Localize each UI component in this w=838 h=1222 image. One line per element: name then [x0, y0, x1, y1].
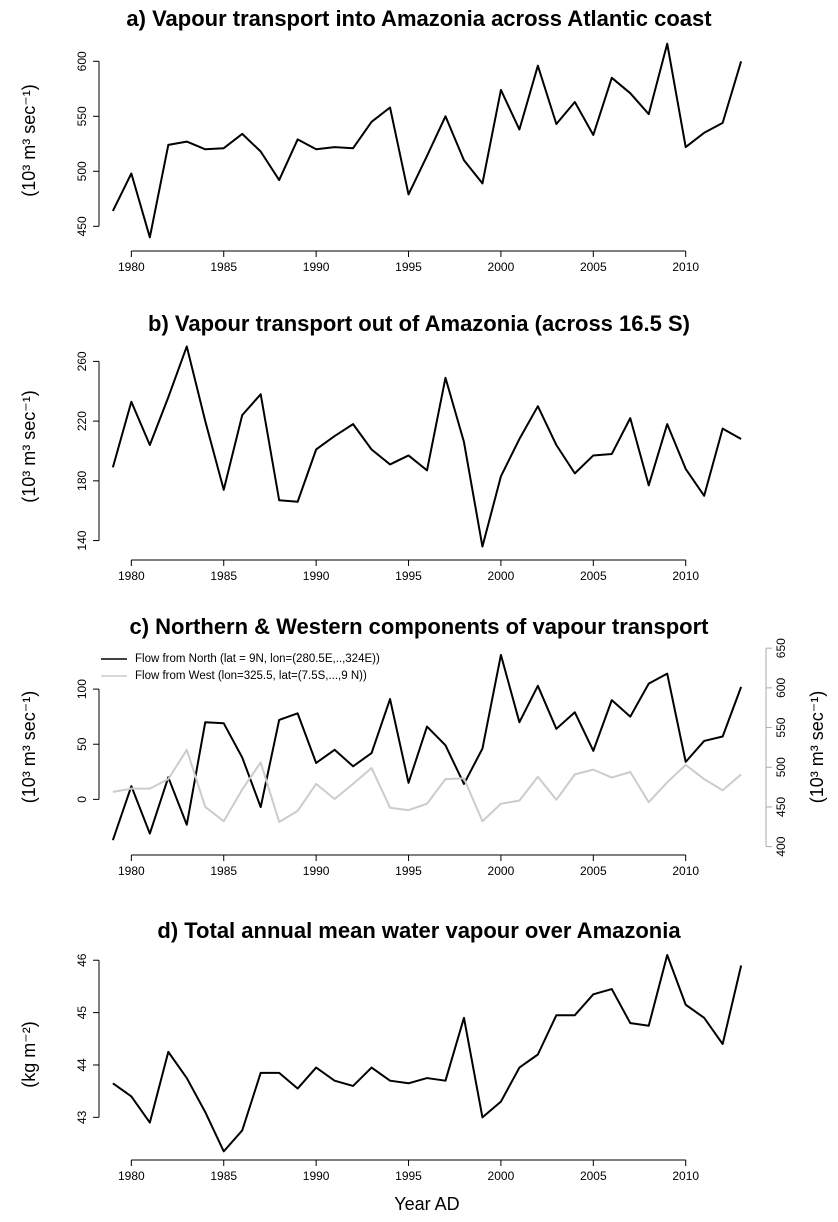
x-tick-label: 1990: [303, 864, 330, 878]
x-tick-label: 1985: [210, 1169, 237, 1183]
y-tick-label: 100: [75, 679, 89, 699]
chart-title: c) Northern & Western components of vapo…: [130, 614, 710, 639]
x-tick-label: 1985: [210, 864, 237, 878]
x-tick-label: 2000: [488, 864, 515, 878]
x-tick-label: 2000: [488, 1169, 515, 1183]
x-tick-label: 2010: [672, 260, 699, 274]
y-axis-label: (10³ m³ sec⁻¹): [19, 390, 39, 503]
y-tick-label: 180: [75, 471, 89, 491]
y-tick-label: 45: [75, 1006, 89, 1020]
y2-tick-label: 550: [774, 717, 788, 737]
data-line: [111, 42, 743, 239]
data-line: [112, 954, 743, 1153]
y-tick-label: 50: [75, 737, 89, 751]
x-tick-label: 2005: [580, 1169, 607, 1183]
y2-tick-label: 600: [774, 678, 788, 698]
y-axis-label: (kg m⁻²): [19, 1021, 39, 1088]
x-tick-label: 2005: [580, 260, 607, 274]
x-tick-label: 1995: [395, 1169, 422, 1183]
y-tick-label: 0: [75, 796, 89, 803]
x-tick-label: 2000: [488, 260, 515, 274]
y-tick-label: 43: [75, 1110, 89, 1124]
y2-tick-label: 450: [774, 797, 788, 817]
y2-axis-label: (10³ m³ sec⁻¹): [807, 691, 827, 804]
x-tick-label: 2000: [488, 569, 515, 583]
x-axis-label: Year AD: [394, 1194, 459, 1214]
x-tick-label: 2005: [580, 569, 607, 583]
legend-label: Flow from West (lon=325.5, lat=(7.5S,...…: [135, 670, 367, 682]
y-tick-label: 600: [75, 51, 89, 71]
y-tick-label: 140: [75, 530, 89, 550]
x-tick-label: 1990: [303, 1169, 330, 1183]
data-line: [111, 653, 743, 841]
y-tick-label: 260: [75, 351, 89, 371]
x-tick-label: 2010: [672, 1169, 699, 1183]
x-tick-label: 1980: [118, 569, 145, 583]
y2-tick-label: 400: [774, 836, 788, 856]
x-tick-label: 1995: [395, 260, 422, 274]
x-tick-label: 1995: [395, 569, 422, 583]
x-tick-label: 1980: [118, 864, 145, 878]
x-tick-label: 1995: [395, 864, 422, 878]
x-tick-label: 2010: [672, 864, 699, 878]
chart-title: b) Vapour transport out of Amazonia (acr…: [148, 311, 690, 336]
y2-tick-label: 500: [774, 757, 788, 777]
x-tick-label: 1980: [118, 260, 145, 274]
x-tick-label: 1990: [303, 569, 330, 583]
y-axis-label: (10³ m³ sec⁻¹): [19, 84, 39, 197]
x-tick-label: 2005: [580, 864, 607, 878]
y2-tick-label: 650: [774, 638, 788, 658]
chart-title: d) Total annual mean water vapour over A…: [157, 918, 681, 943]
y-tick-label: 450: [75, 216, 89, 236]
x-tick-label: 1980: [118, 1169, 145, 1183]
y-axis-label: (10³ m³ sec⁻¹): [19, 691, 39, 804]
data-line: [112, 748, 742, 824]
y-tick-label: 500: [75, 161, 89, 181]
data-line: [111, 345, 742, 548]
y-tick-label: 46: [75, 953, 89, 967]
y-tick-label: 220: [75, 411, 89, 431]
chart-title: a) Vapour transport into Amazonia across…: [126, 6, 712, 31]
x-tick-label: 1985: [210, 569, 237, 583]
x-tick-label: 1985: [210, 260, 237, 274]
y-tick-label: 550: [75, 106, 89, 126]
y-tick-label: 44: [75, 1058, 89, 1072]
legend-label: Flow from North (lat = 9N, lon=(280.5E,.…: [135, 653, 380, 665]
x-tick-label: 1990: [303, 260, 330, 274]
x-tick-label: 2010: [672, 569, 699, 583]
